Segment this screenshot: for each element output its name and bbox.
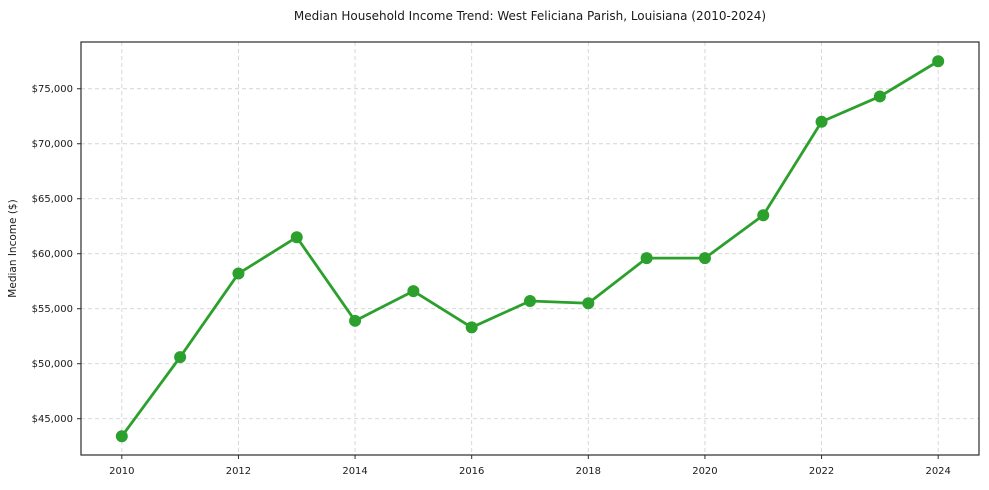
data-point-2012 [232, 267, 245, 280]
x-axis-tick-label: 2014 [342, 466, 367, 477]
x-axis-tick-label: 2020 [692, 466, 717, 477]
data-point-2019 [640, 252, 653, 265]
data-point-2010 [115, 430, 128, 443]
x-axis-tick-label: 2012 [226, 466, 251, 477]
plot-area [81, 42, 979, 455]
data-point-2018 [582, 297, 595, 310]
data-point-2023 [873, 90, 886, 103]
y-axis-tick-label: $50,000 [32, 359, 73, 370]
data-point-2021 [757, 209, 770, 222]
x-axis-tick-label: 2024 [925, 466, 950, 477]
data-point-2016 [465, 321, 478, 334]
y-axis-tick-label: $70,000 [32, 139, 73, 150]
axes-border [80, 41, 980, 456]
y-axis-tick-label: $65,000 [32, 194, 73, 205]
x-axis-tick-label: 2018 [576, 466, 601, 477]
data-point-2017 [524, 295, 536, 308]
y-axis-tick-label: $45,000 [32, 414, 73, 425]
y-axis-tick-label: $60,000 [32, 249, 73, 260]
x-axis-tick-label: 2022 [809, 466, 834, 477]
data-point-2022 [815, 115, 828, 128]
data-point-2011 [174, 351, 187, 364]
chart-title: Median Household Income Trend: West Feli… [293, 9, 767, 23]
data-point-2024 [932, 55, 945, 68]
x-axis-tick-label: 2016 [459, 466, 484, 477]
y-axis-tick-label: $55,000 [32, 304, 73, 315]
data-point-2020 [698, 252, 711, 265]
data-point-2015 [407, 285, 420, 298]
x-axis-tick-label: 2010 [109, 466, 134, 477]
y-axis-label: Median Income ($) [7, 199, 19, 297]
y-axis-tick-label: $75,000 [32, 84, 73, 95]
data-point-2014 [349, 314, 362, 327]
data-point-2013 [290, 231, 303, 244]
